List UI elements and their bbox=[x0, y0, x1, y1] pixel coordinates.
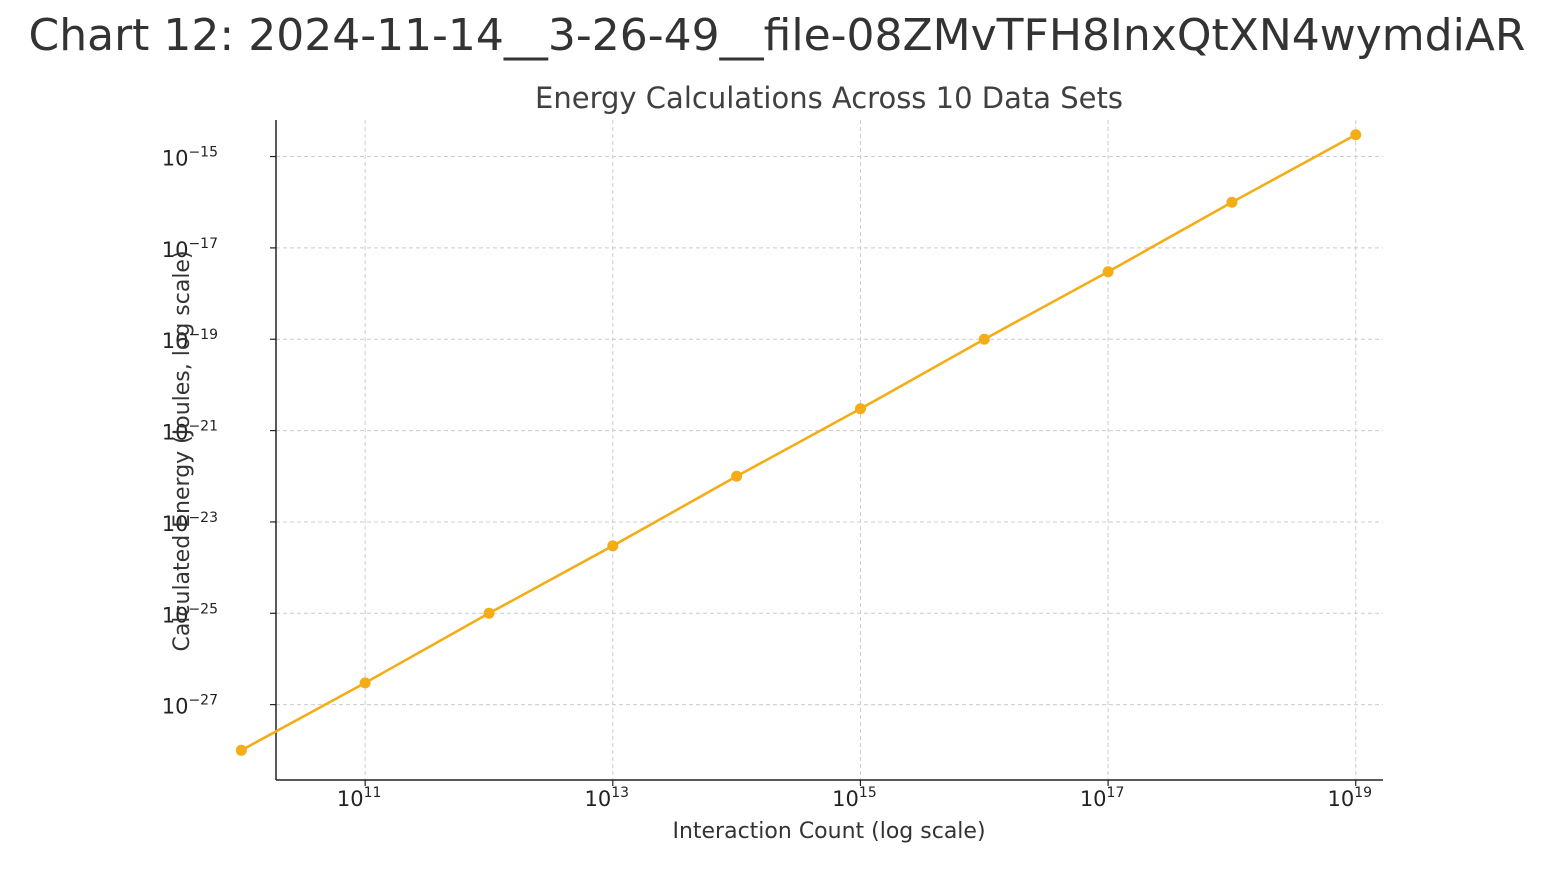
y-tick-label: 10−27 bbox=[162, 693, 218, 719]
data-point bbox=[1226, 196, 1238, 208]
x-tick-label: 1019 bbox=[1327, 785, 1372, 811]
y-axis-label: Calculated Energy (Joules, log scale) bbox=[170, 250, 195, 651]
page-title: Chart 12: 2024-11-14__3-26-49__file-08ZM… bbox=[28, 10, 1526, 61]
chart-title: Energy Calculations Across 10 Data Sets bbox=[535, 81, 1123, 115]
data-point bbox=[1102, 266, 1114, 278]
data-point bbox=[607, 540, 619, 552]
x-tick-label: 1015 bbox=[832, 785, 877, 811]
data-point bbox=[235, 744, 247, 756]
x-axis-ticks: 1011 1013 1015 1017 1019 bbox=[337, 780, 1372, 811]
data-point bbox=[731, 470, 743, 482]
x-tick-label: 1011 bbox=[337, 785, 382, 811]
data-point bbox=[854, 403, 866, 415]
x-tick-label: 1017 bbox=[1080, 785, 1125, 811]
x-tick-label: 1013 bbox=[585, 785, 630, 811]
x-axis-label: Interaction Count (log scale) bbox=[672, 819, 985, 844]
series bbox=[235, 129, 1362, 756]
axes bbox=[275, 120, 1383, 781]
data-point bbox=[359, 677, 371, 689]
data-point bbox=[978, 333, 990, 345]
series-line bbox=[240, 133, 1357, 752]
y-tick-label: 10−15 bbox=[162, 145, 218, 171]
grid-lines bbox=[276, 120, 1383, 780]
data-point bbox=[483, 607, 495, 619]
data-point bbox=[1350, 129, 1362, 141]
